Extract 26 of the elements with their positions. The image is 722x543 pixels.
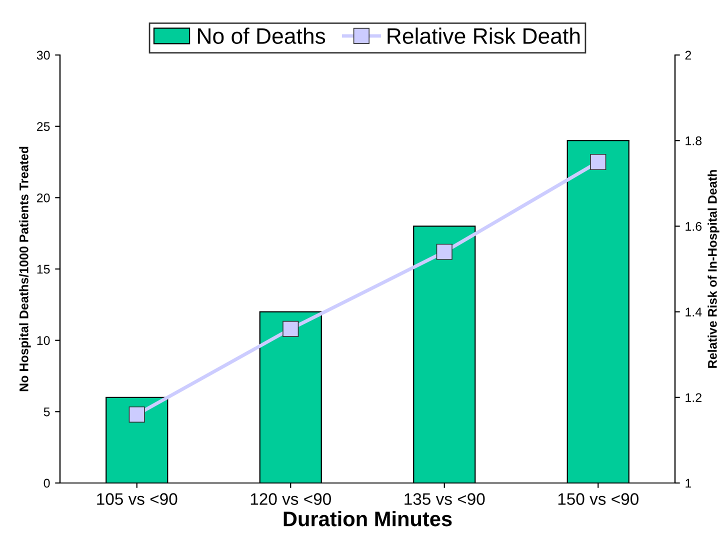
y-tick-label: 30 — [36, 50, 50, 60]
y-axis-title: No Hospital Deaths/1000 Patients Treated — [19, 146, 31, 392]
y-tick-label: 5 — [44, 408, 50, 416]
x-tick-label: 105 vs <90 — [97, 493, 178, 505]
legend-label: Relative Risk Death — [388, 28, 580, 44]
x-axis-title: Duration Minutes — [284, 511, 452, 526]
y2-axis-title: Relative Risk of In-Hospital Death — [708, 170, 720, 368]
y2-tick-label: 1.6 — [686, 222, 702, 231]
point — [282, 320, 299, 337]
point — [128, 406, 145, 423]
x-tick-label: 135 vs <90 — [404, 493, 485, 505]
y-tick-label: 20 — [37, 193, 50, 202]
y-tick-label: 15 — [37, 264, 50, 274]
x-tick-label: 150 vs <90 — [558, 493, 638, 505]
y2-tick-label: 2 — [685, 50, 692, 60]
point — [436, 244, 452, 260]
y2-tick-label: 1.4 — [686, 308, 702, 316]
y-tick-label: 25 — [37, 122, 50, 131]
y-tick-label: 0 — [44, 478, 50, 488]
y2-tick-label: 1.8 — [686, 136, 702, 146]
y2-tick-label: 1 — [686, 478, 692, 488]
y2-tick-label: 1.2 — [686, 393, 702, 402]
legend-label: No of Deaths — [198, 28, 326, 44]
point — [590, 154, 606, 170]
x-tick-label: 120 vs <90 — [250, 493, 331, 505]
y-tick-label: 10 — [37, 336, 50, 345]
